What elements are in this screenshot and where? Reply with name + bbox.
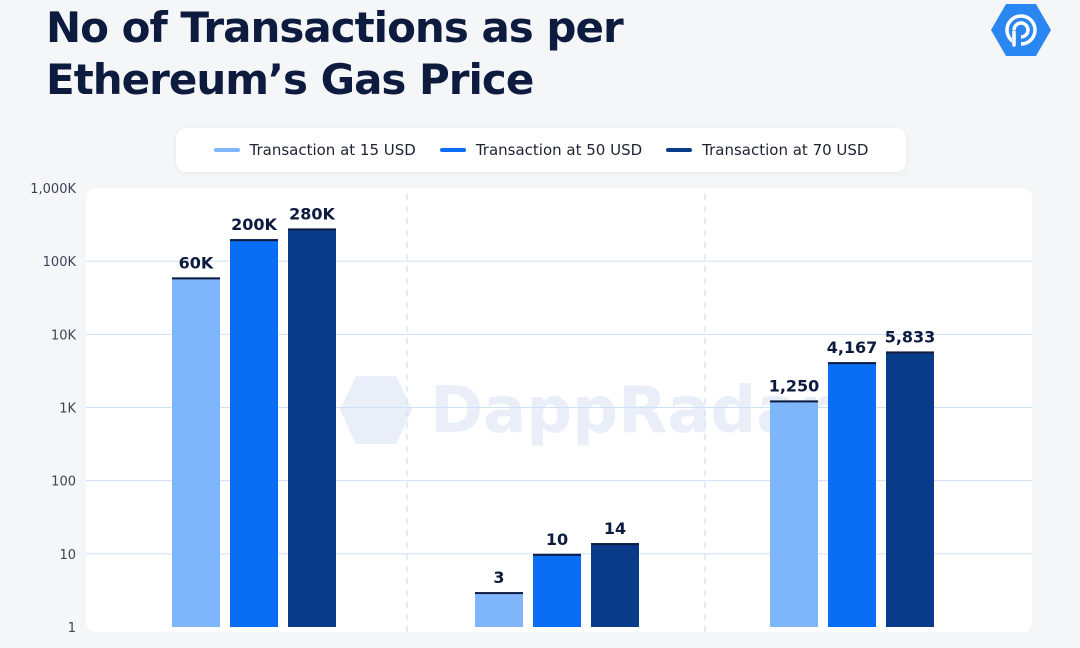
legend-swatch (666, 148, 693, 152)
data-label: 14 (604, 519, 626, 538)
dappradar-logo-icon (991, 4, 1051, 56)
chart-area: DappRadar 1 10 100 1K 10K 100K 1,000K 60K 3 1,25… (0, 180, 1080, 648)
data-label: 5,833 (885, 327, 936, 346)
bar (230, 239, 278, 627)
bar-cap (591, 543, 639, 546)
chart-legend: Transaction at 15 USD Transaction at 50 … (176, 128, 906, 172)
legend-item-15-usd: Transaction at 15 USD (213, 141, 416, 159)
y-tick-label: 1 (68, 621, 76, 636)
y-tick-label: 100 (51, 475, 76, 490)
y-tick-label: 1,000K (30, 182, 76, 197)
data-label: 60K (179, 253, 214, 272)
data-labels: 60K 3 1,250 200K 10 4,167 280K 14 5,833 (179, 204, 936, 587)
bar-cap (288, 228, 336, 231)
bar (172, 277, 220, 627)
bar-cap (230, 239, 278, 242)
data-label: 3 (493, 568, 504, 587)
bar (591, 543, 639, 627)
bar (828, 362, 876, 627)
y-tick-label: 10K (51, 328, 77, 343)
data-label: 200K (231, 215, 277, 234)
data-label: 4,167 (827, 338, 878, 357)
bar-cap (533, 553, 581, 556)
bar-cap (886, 351, 934, 354)
bar-cap (770, 400, 818, 403)
bar-chart: DappRadar 1 10 100 1K 10K 100K 1,000K 60K 3 1,25… (30, 182, 1032, 636)
y-tick-label: 100K (43, 255, 77, 270)
legend-label: Transaction at 15 USD (249, 141, 416, 159)
bar-cap (828, 362, 876, 365)
bar (288, 228, 336, 628)
bars (172, 228, 934, 628)
y-tick-label: 10 (59, 548, 76, 563)
watermark: DappRadar (340, 374, 831, 448)
data-label: 10 (546, 530, 568, 549)
chart-title: No of Transactions as per Ethereum’s Gas… (46, 3, 624, 104)
legend-item-70-usd: Transaction at 70 USD (666, 141, 868, 159)
data-label: 280K (289, 204, 335, 223)
legend-label: Transaction at 50 USD (475, 141, 643, 159)
bar-cap (172, 277, 220, 280)
watermark-text: DappRadar (430, 374, 831, 448)
legend-swatch (439, 148, 466, 152)
bar (475, 592, 523, 627)
legend-item-50-usd: Transaction at 50 USD (439, 141, 643, 159)
legend-swatch (213, 148, 240, 152)
bar-cap (475, 592, 523, 595)
data-label: 1,250 (769, 376, 820, 395)
legend-label: Transaction at 70 USD (702, 141, 869, 159)
bar (886, 351, 934, 627)
bar (770, 400, 818, 627)
y-tick-label: 1K (59, 402, 76, 417)
bar (533, 553, 581, 627)
y-axis: 1 10 100 1K 10K 100K 1,000K (30, 182, 76, 636)
